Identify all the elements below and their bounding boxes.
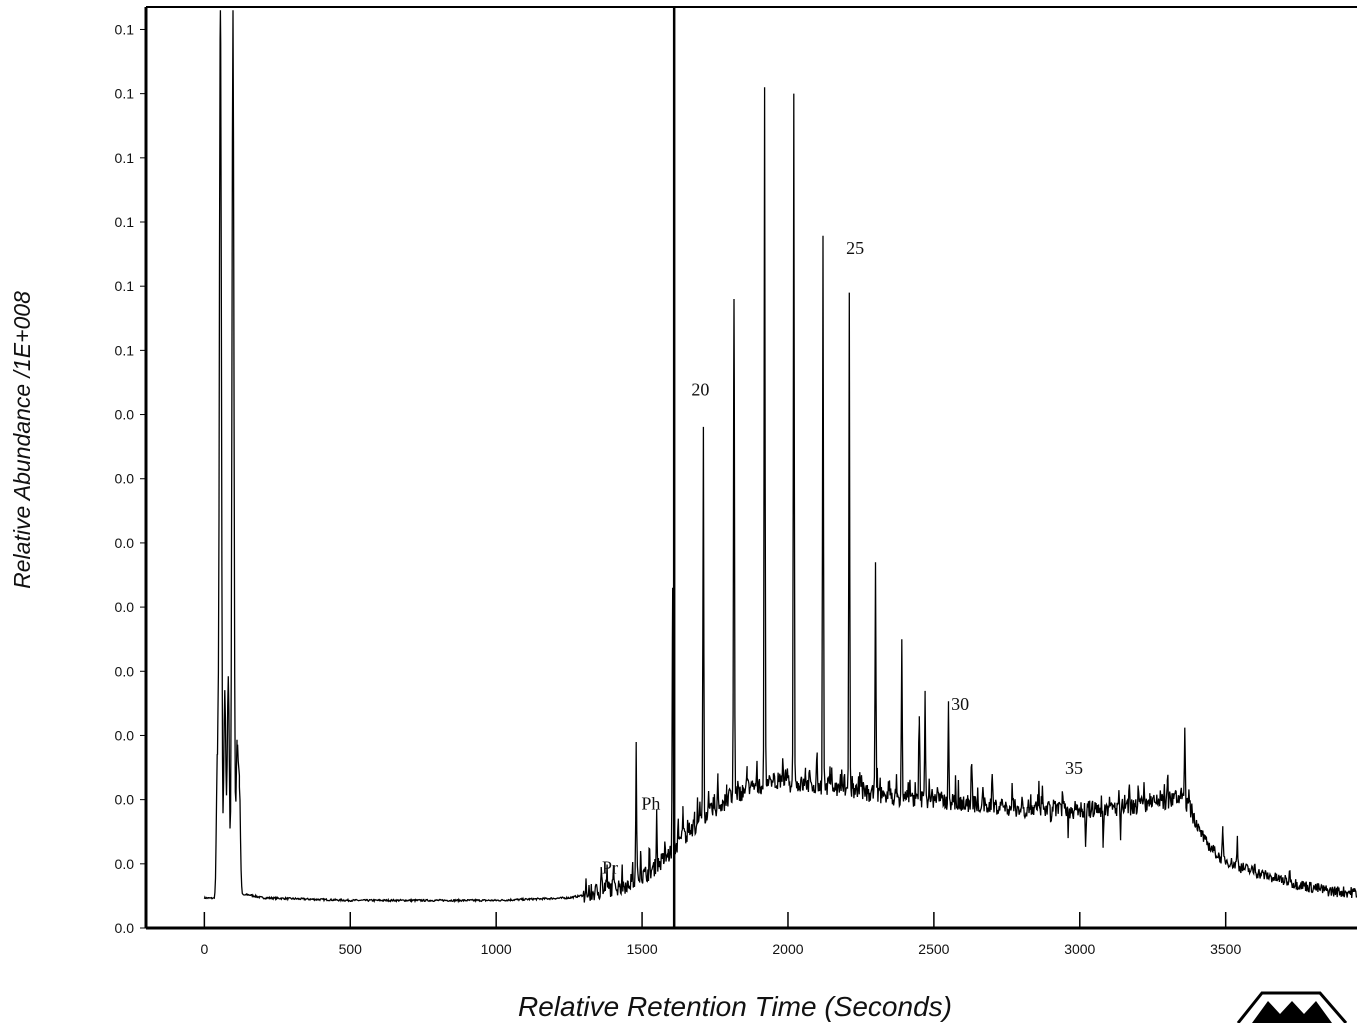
y-tick-label: 0.1: [115, 150, 135, 166]
plot-frame: [144, 6, 1357, 930]
x-tick-label: 3500: [1210, 941, 1241, 957]
peak-label: 30: [951, 694, 969, 714]
y-axis: 0.0 0.0 0.0 0.0 0.0 0.0 0.0 0.0 0.0 0.1 0.1 0.1 0.1 0…: [115, 21, 146, 936]
y-tick-label: 0.0: [115, 920, 135, 936]
y-axis-title: Relative Abundance /1E+008: [9, 291, 35, 589]
y-tick-label: 0.0: [115, 727, 135, 743]
peak-label: Pr: [602, 857, 618, 877]
plot-area: [203, 7, 1357, 928]
peak-label: 25: [846, 238, 864, 258]
y-tick-label: 0.1: [115, 21, 135, 37]
peak-label: Ph: [641, 793, 660, 813]
peak-annotations: Pr Ph 20 25 30 35: [602, 238, 1083, 877]
y-tick-label: 0.0: [115, 599, 135, 615]
y-tick-label: 0.1: [115, 214, 135, 230]
x-tick-label: 2500: [918, 941, 949, 957]
y-tick-label: 0.0: [115, 535, 135, 551]
x-tick-label: 0: [200, 941, 208, 957]
peak-label: 35: [1065, 758, 1083, 778]
y-tick-label: 0.0: [115, 792, 135, 808]
y-tick-label: 0.1: [115, 342, 135, 358]
y-tick-label: 0.0: [115, 663, 135, 679]
y-tick-label: 0.1: [115, 86, 135, 102]
manufacturer-logo: [1236, 991, 1348, 1023]
x-axis: 0 500 1000 1500 2000 2500 3000 3500: [200, 912, 1241, 957]
y-tick-label: 0.1: [115, 278, 135, 294]
x-axis-title: Relative Retention Time (Seconds): [518, 991, 952, 1022]
x-tick-label: 2000: [772, 941, 803, 957]
x-tick-label: 500: [339, 941, 363, 957]
chromatogram-trace: [203, 10, 1357, 904]
y-tick-label: 0.0: [115, 471, 135, 487]
x-tick-label: 1500: [626, 941, 657, 957]
peak-label: 20: [691, 379, 709, 399]
y-tick-label: 0.0: [115, 407, 135, 423]
x-tick-label: 1000: [481, 941, 512, 957]
x-tick-label: 3000: [1064, 941, 1095, 957]
y-tick-label: 0.0: [115, 856, 135, 872]
